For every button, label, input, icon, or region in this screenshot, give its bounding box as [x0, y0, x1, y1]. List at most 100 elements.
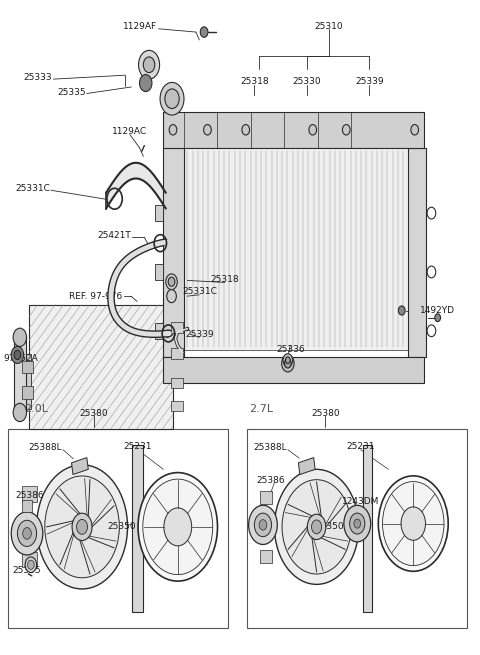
Circle shape [13, 403, 26, 422]
Text: 1129AC: 1129AC [112, 127, 147, 136]
Bar [132, 445, 143, 612]
Circle shape [254, 513, 272, 536]
Text: 25231: 25231 [123, 442, 152, 451]
Circle shape [344, 505, 371, 542]
Bar [155, 323, 163, 339]
Bar [163, 357, 424, 383]
Circle shape [144, 57, 155, 73]
Bar [170, 322, 182, 333]
Bar [14, 337, 25, 413]
Text: 25386: 25386 [257, 476, 286, 485]
Bar [170, 378, 182, 388]
Circle shape [140, 75, 152, 92]
Bar [163, 148, 183, 357]
Bar [22, 552, 36, 567]
Text: 1243DM: 1243DM [341, 497, 379, 506]
Bar [260, 550, 272, 563]
Bar [22, 500, 32, 512]
Bar [8, 429, 228, 628]
Circle shape [285, 359, 291, 368]
Circle shape [165, 89, 179, 109]
Circle shape [23, 527, 31, 539]
Circle shape [11, 512, 43, 555]
Circle shape [378, 476, 448, 571]
Circle shape [45, 476, 120, 578]
Circle shape [383, 481, 444, 565]
Circle shape [139, 50, 159, 79]
Circle shape [312, 520, 322, 534]
Text: 2.7L: 2.7L [250, 404, 274, 414]
Text: 25318: 25318 [240, 77, 269, 86]
Circle shape [401, 507, 425, 540]
Bar [247, 429, 468, 628]
Bar [183, 148, 408, 350]
Bar [22, 362, 33, 373]
Text: 25421T: 25421T [97, 231, 131, 240]
Circle shape [164, 508, 192, 546]
Text: 25380: 25380 [311, 409, 339, 418]
Circle shape [166, 274, 177, 290]
Text: 25336: 25336 [276, 345, 305, 354]
Circle shape [167, 290, 176, 303]
Text: 25380: 25380 [80, 409, 108, 418]
Circle shape [286, 357, 290, 364]
Circle shape [307, 514, 326, 540]
Text: 97852A: 97852A [3, 354, 38, 363]
Circle shape [398, 306, 405, 315]
Circle shape [138, 473, 217, 581]
Bar [155, 264, 163, 280]
Text: 25335: 25335 [57, 88, 86, 97]
Circle shape [11, 346, 24, 364]
Text: REF. 97-976: REF. 97-976 [69, 291, 122, 301]
Circle shape [72, 513, 92, 540]
Circle shape [354, 519, 360, 528]
Bar [22, 354, 31, 409]
Polygon shape [72, 458, 88, 475]
Polygon shape [299, 458, 315, 475]
Circle shape [349, 513, 365, 534]
Circle shape [249, 505, 277, 544]
Text: 1492YD: 1492YD [420, 306, 455, 315]
Polygon shape [29, 305, 173, 429]
Circle shape [411, 124, 419, 135]
Bar [170, 401, 182, 411]
Circle shape [17, 520, 36, 546]
Text: 25350: 25350 [315, 521, 344, 531]
Bar [163, 112, 424, 148]
Circle shape [143, 479, 213, 574]
Circle shape [309, 124, 317, 135]
Bar [155, 205, 163, 221]
Text: 25395: 25395 [12, 566, 41, 575]
Text: 2.0L: 2.0L [24, 404, 48, 414]
Bar [362, 445, 372, 612]
Circle shape [204, 124, 211, 135]
Text: 25339: 25339 [185, 329, 214, 339]
Circle shape [200, 27, 208, 37]
Circle shape [435, 314, 441, 322]
Text: 25388L: 25388L [28, 443, 62, 452]
Text: 25310: 25310 [314, 22, 343, 31]
Circle shape [14, 350, 21, 360]
Text: 25331C: 25331C [182, 287, 217, 296]
Text: 25330: 25330 [293, 77, 321, 86]
Bar [22, 486, 36, 502]
Circle shape [282, 479, 351, 574]
Bar [408, 148, 426, 357]
Bar [260, 491, 272, 504]
Circle shape [25, 557, 36, 572]
Circle shape [160, 83, 184, 115]
Circle shape [275, 470, 359, 584]
Bar [170, 348, 182, 359]
Circle shape [259, 519, 267, 530]
Circle shape [36, 465, 128, 589]
Circle shape [169, 124, 177, 135]
Circle shape [168, 277, 175, 286]
Text: 25386: 25386 [15, 491, 44, 500]
Text: 25318: 25318 [210, 274, 239, 284]
Text: 25331C: 25331C [15, 185, 50, 193]
Circle shape [13, 328, 26, 346]
Text: 1129AF: 1129AF [122, 22, 157, 31]
Circle shape [242, 124, 250, 135]
Text: 25339: 25339 [355, 77, 384, 86]
Text: 25231: 25231 [347, 442, 375, 451]
